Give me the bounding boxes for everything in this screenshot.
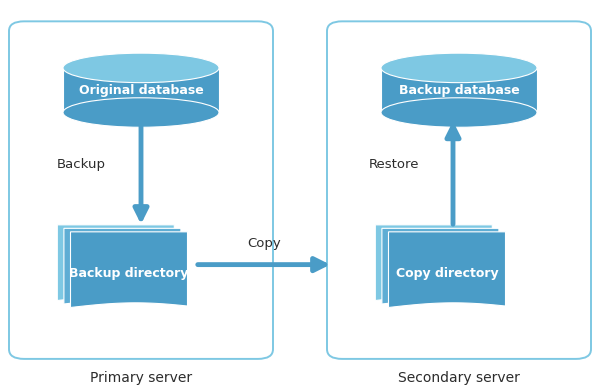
Text: Original database: Original database	[79, 84, 203, 97]
FancyBboxPatch shape	[9, 21, 273, 359]
Polygon shape	[63, 68, 219, 113]
Polygon shape	[64, 228, 181, 304]
Text: Backup: Backup	[57, 158, 106, 171]
FancyBboxPatch shape	[327, 21, 591, 359]
Text: Copy directory: Copy directory	[395, 267, 499, 280]
Text: Backup directory: Backup directory	[70, 267, 188, 280]
Ellipse shape	[63, 98, 219, 127]
Text: Backup database: Backup database	[398, 84, 520, 97]
Text: Primary server: Primary server	[90, 371, 192, 385]
Text: Copy: Copy	[247, 237, 281, 250]
Polygon shape	[381, 68, 537, 113]
Text: Secondary server: Secondary server	[398, 371, 520, 385]
Ellipse shape	[381, 98, 537, 127]
Ellipse shape	[63, 53, 219, 83]
Polygon shape	[71, 232, 187, 307]
Polygon shape	[382, 228, 499, 304]
Polygon shape	[376, 225, 493, 301]
Ellipse shape	[381, 53, 537, 83]
Polygon shape	[389, 232, 505, 307]
Polygon shape	[58, 225, 174, 301]
Text: Restore: Restore	[369, 158, 419, 171]
